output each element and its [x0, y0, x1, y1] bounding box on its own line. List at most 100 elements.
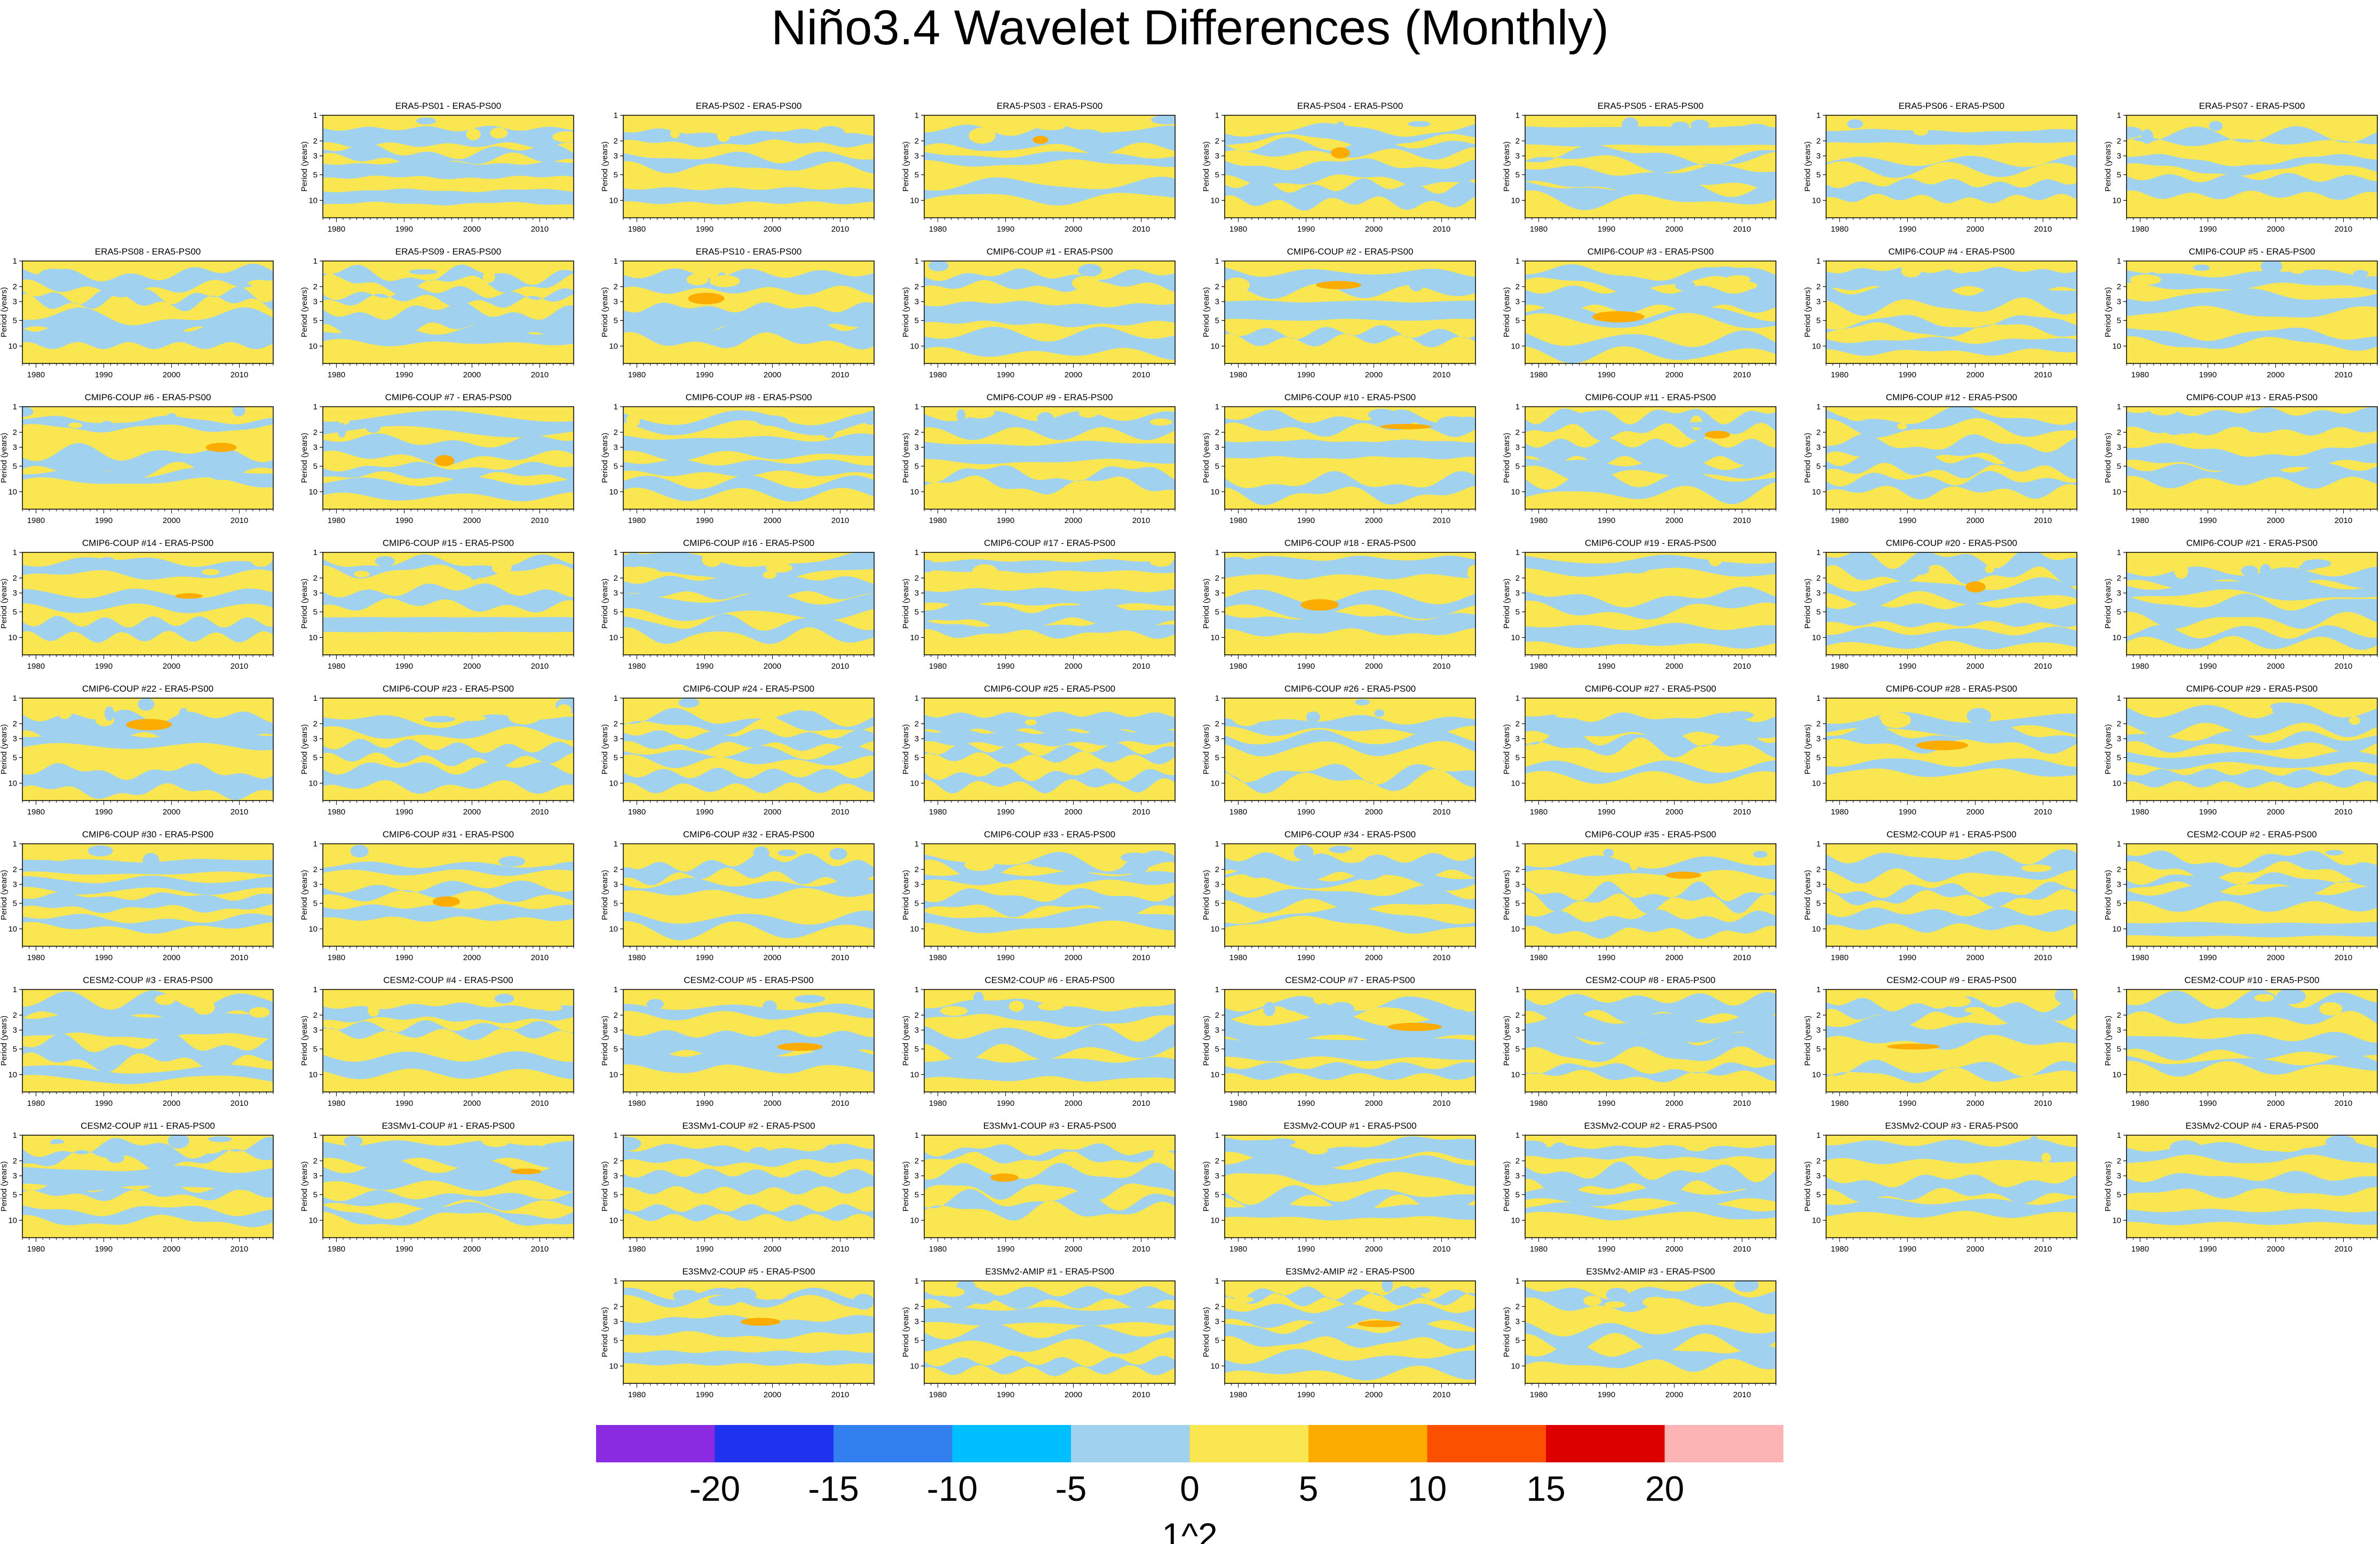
y-tick-label: 3	[1816, 734, 1821, 743]
negative-region	[22, 416, 273, 433]
contour-blob	[2141, 129, 2154, 144]
contour-blob	[2270, 702, 2300, 711]
negative-region	[1225, 1013, 1475, 1048]
negative-region	[2127, 269, 2377, 290]
x-tick-label: 2010	[1733, 1390, 1751, 1399]
negative-region	[323, 433, 574, 466]
y-axis-label: Period (years)	[1803, 724, 1812, 774]
x-tick-label: 2000	[1665, 516, 1683, 525]
y-axis-label: Period (years)	[0, 433, 9, 483]
contour-blob	[1989, 279, 2020, 284]
y-tick-label: 5	[614, 1190, 618, 1199]
negative-region	[22, 324, 273, 350]
negative-region	[924, 767, 1175, 794]
y-tick-label: 5	[614, 1044, 618, 1054]
contour-blob	[354, 571, 370, 577]
panel-title: CMIP6-COUP #9 - ERA5-PS00	[987, 392, 1113, 402]
y-tick-label: 10	[1210, 487, 1219, 496]
y-tick-label: 3	[1816, 1026, 1821, 1035]
y-tick-label: 2	[2117, 137, 2121, 146]
y-tick-label: 10	[1812, 487, 1821, 496]
panel-title: E3SMv2-AMIP #1 - ERA5-PS00	[985, 1266, 1114, 1277]
panel-title: CMIP6-COUP #22 - ERA5-PS00	[82, 684, 213, 694]
wavelet-panel: CESM2-COUP #3 - ERA5-PS00 1 2 3 5 10 Period (y…	[0, 969, 300, 1113]
y-tick-label: 5	[1516, 753, 1520, 762]
y-tick-label: 10	[910, 1216, 919, 1225]
contour-blob	[1623, 562, 1650, 574]
contour-blob	[686, 273, 709, 286]
contour-blob	[202, 569, 220, 575]
panel-title: ERA5-PS01 - ERA5-PS00	[395, 101, 501, 111]
y-axis-label: Period (years)	[600, 1307, 609, 1357]
x-tick-label: 2010	[231, 953, 248, 962]
y-tick-label: 2	[614, 719, 618, 729]
x-tick-label: 1990	[1297, 516, 1315, 525]
y-tick-label: 3	[915, 152, 919, 161]
x-tick-label: 1980	[929, 807, 947, 817]
y-axis-label: Period (years)	[1502, 433, 1511, 483]
panel-title: CMIP6-COUP #12 - ERA5-PS00	[1886, 392, 2017, 402]
high-positive-region	[777, 1042, 823, 1051]
x-tick-label: 2000	[463, 1099, 481, 1108]
panel-title: E3SMv1-COUP #1 - ERA5-PS00	[382, 1121, 514, 1131]
y-axis-label: Period (years)	[901, 1016, 910, 1066]
x-tick-label: 2010	[1733, 516, 1751, 525]
y-tick-label: 10	[1210, 924, 1219, 933]
y-tick-label: 10	[308, 1216, 318, 1225]
wavelet-panel: CMIP6-COUP #3 - ERA5-PS00 1 2 3 5 10 Period (y…	[1502, 241, 1803, 385]
y-tick-label: 5	[313, 1044, 318, 1054]
plot-frame	[1525, 1280, 1776, 1384]
negative-region	[323, 1020, 574, 1041]
wavelet-panel: E3SMv2-COUP #3 - ERA5-PS00 1 2 3 5 10 Period (…	[1803, 1115, 2104, 1259]
x-tick-label: 2000	[1966, 370, 1984, 379]
x-tick-label: 2010	[831, 807, 849, 817]
y-tick-label: 3	[313, 1171, 318, 1181]
y-tick-label: 2	[313, 1011, 318, 1020]
x-tick-label: 2000	[1665, 1390, 1683, 1399]
contour-blob	[2319, 1002, 2343, 1016]
contour-blob	[2335, 853, 2361, 866]
high-positive-region	[510, 1168, 542, 1175]
negative-region	[1225, 1155, 1475, 1186]
negative-region	[1525, 178, 1776, 210]
high-positive-region	[741, 1318, 781, 1326]
y-tick-label: 10	[910, 1361, 919, 1371]
x-tick-label: 1980	[1530, 1390, 1548, 1399]
panel-title: ERA5-PS02 - ERA5-PS00	[696, 101, 802, 111]
high-positive-region	[434, 455, 455, 466]
x-tick-label: 2000	[163, 1099, 180, 1108]
negative-region	[323, 265, 574, 295]
high-positive-region	[688, 292, 725, 305]
negative-region	[1525, 145, 1776, 173]
contour-blob	[924, 559, 935, 573]
y-tick-label: 5	[1516, 899, 1520, 908]
x-tick-label: 1990	[95, 662, 113, 671]
contour-blob	[1538, 1006, 1552, 1015]
contour-blob	[1078, 409, 1098, 418]
contour-blob	[1961, 419, 1990, 433]
contour-blob	[1842, 557, 1862, 571]
wavelet-panel: ERA5-PS02 - ERA5-PS00 1 2 3 5 10 Period (years…	[600, 95, 901, 239]
y-tick-label: 10	[308, 342, 318, 351]
contour-blob	[540, 1004, 562, 1011]
y-tick-label: 5	[313, 170, 318, 179]
contour-blob	[38, 268, 69, 281]
contour-blob	[466, 128, 481, 140]
x-tick-label: 2010	[2034, 225, 2052, 234]
y-tick-label: 5	[1215, 753, 1219, 762]
contour-blob	[1604, 1301, 1626, 1308]
negative-region	[1525, 712, 1776, 741]
contour-blob	[1525, 559, 1540, 567]
negative-region	[1225, 325, 1475, 347]
y-tick-label: 10	[308, 779, 318, 788]
x-tick-label: 1990	[1598, 1245, 1615, 1254]
contour-blob	[702, 552, 722, 567]
contour-blob	[956, 409, 965, 422]
y-tick-label: 2	[13, 1157, 17, 1166]
contour-blob	[2196, 857, 2219, 863]
x-tick-label: 2000	[1065, 1390, 1082, 1399]
x-tick-label: 1990	[2199, 662, 2217, 671]
